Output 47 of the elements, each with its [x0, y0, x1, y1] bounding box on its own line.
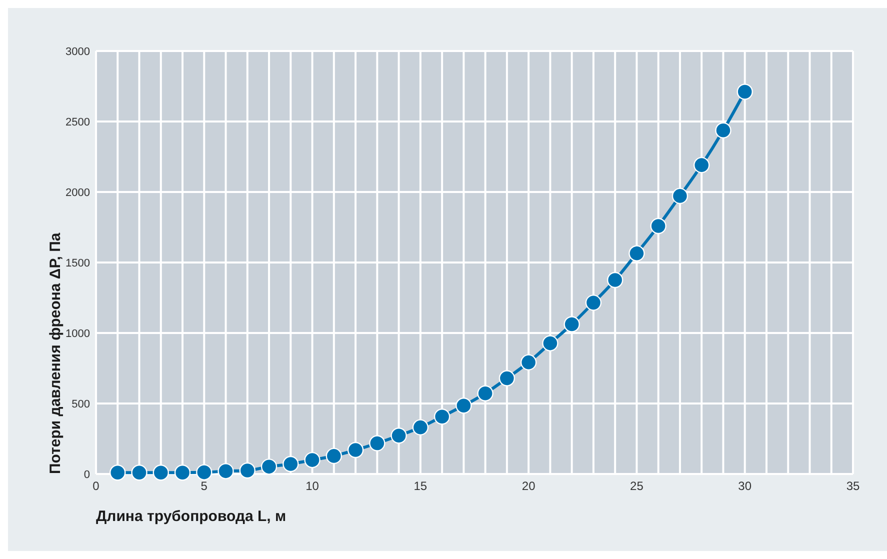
- point: [672, 188, 688, 204]
- point: [326, 448, 342, 464]
- x-tick-label: 5: [200, 479, 208, 493]
- y-axis-title: Потери давления фреона ΔP, Па: [47, 232, 64, 474]
- point: [736, 84, 753, 100]
- x-tick-label: 35: [846, 479, 860, 493]
- point: [585, 294, 602, 311]
- point: [304, 452, 320, 468]
- point: [606, 272, 624, 288]
- y-tick-label: 1000: [66, 328, 90, 340]
- point: [628, 245, 645, 262]
- y-tick-label: 1500: [66, 258, 90, 270]
- x-tick-label: 20: [522, 479, 536, 493]
- point: [174, 464, 191, 481]
- x-tick-label: 15: [414, 479, 428, 493]
- point: [390, 428, 407, 444]
- point: [542, 335, 558, 352]
- point: [715, 122, 732, 138]
- point: [152, 464, 169, 481]
- point: [434, 408, 450, 425]
- x-axis-title: Длина трубопровода L, м: [96, 508, 286, 525]
- point: [282, 456, 299, 472]
- point: [498, 370, 516, 386]
- point: [239, 462, 256, 479]
- point: [218, 463, 234, 480]
- y-tick-label: 0: [84, 469, 90, 481]
- point: [196, 464, 212, 480]
- point: [131, 464, 148, 481]
- y-tick-label: 3000: [66, 46, 90, 58]
- point: [456, 398, 472, 414]
- x-tick-label: 0: [92, 479, 100, 493]
- x-tick-label: 25: [630, 479, 644, 493]
- point: [260, 458, 278, 475]
- x-tick-label: 30: [738, 479, 752, 493]
- point: [347, 442, 364, 458]
- point: [369, 435, 386, 452]
- point: [412, 419, 429, 436]
- x-tick-label: 10: [306, 479, 320, 493]
- y-tick-label: 2000: [66, 187, 90, 199]
- y-tick-label: 500: [72, 398, 90, 410]
- point: [694, 156, 710, 174]
- y-tick-label: 2500: [66, 116, 90, 128]
- point: [564, 316, 580, 332]
- point: [520, 354, 537, 370]
- point: [110, 464, 126, 481]
- point: [650, 218, 666, 234]
- point: [477, 385, 494, 402]
